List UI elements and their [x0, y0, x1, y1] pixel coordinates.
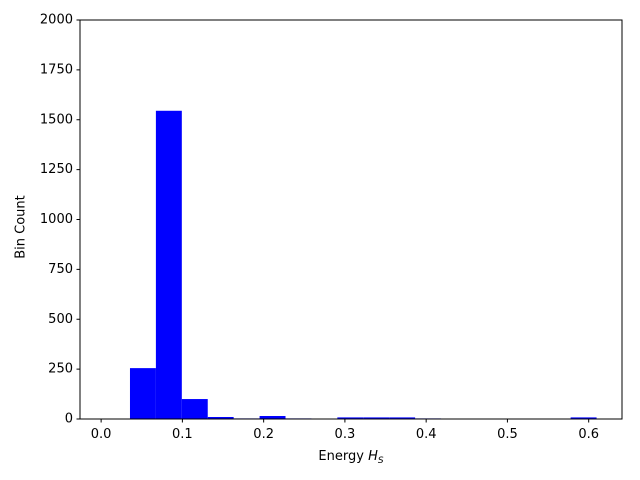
bar: [181, 399, 208, 419]
x-axis-label-symbol: H: [368, 449, 378, 464]
y-tick-label: 2000: [40, 13, 73, 28]
x-tick-label: 0.0: [91, 427, 112, 442]
y-tick-label: 1250: [40, 162, 73, 177]
bar: [207, 417, 234, 419]
y-tick-label: 500: [48, 312, 73, 327]
y-tick-label: 0: [65, 412, 73, 427]
y-tick-label: 1500: [40, 112, 73, 127]
x-axis-label-subscript: S: [378, 456, 384, 466]
x-tick-label: 0.1: [172, 427, 193, 442]
x-tick-label: 0.3: [335, 427, 356, 442]
y-axis-label: Bin Count: [14, 195, 29, 259]
bar: [389, 417, 416, 419]
bar: [155, 110, 182, 420]
y-tick-label: 250: [48, 362, 73, 377]
x-axis-label-text: Energy: [318, 449, 364, 464]
x-tick-label: 0.5: [497, 427, 518, 442]
x-tick-label: 0.4: [416, 427, 437, 442]
bar: [337, 417, 364, 419]
y-tick-label: 1750: [40, 62, 73, 77]
bar: [259, 416, 286, 419]
x-axis-label: Energy HS: [318, 449, 383, 466]
bar: [129, 368, 156, 419]
y-tick-label: 1000: [40, 212, 73, 227]
y-tick-label: 750: [48, 262, 73, 277]
x-tick-label: 0.6: [578, 427, 599, 442]
bar: [570, 417, 597, 419]
bar: [363, 417, 390, 419]
x-tick-label: 0.2: [253, 427, 274, 442]
